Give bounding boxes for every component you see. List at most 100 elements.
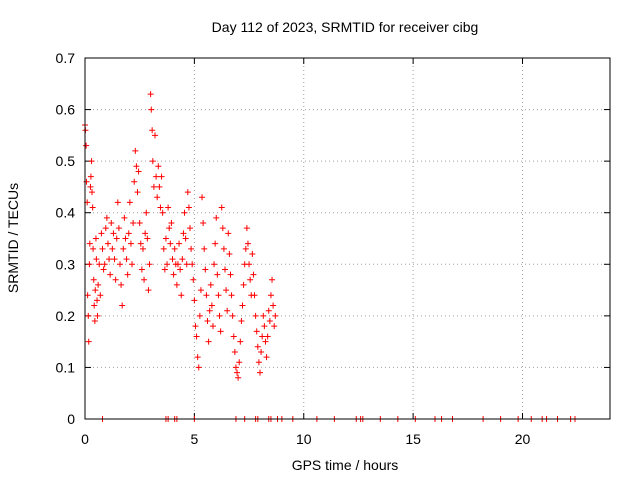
data-point xyxy=(84,292,91,299)
data-point xyxy=(239,302,246,309)
data-point xyxy=(258,348,265,355)
data-point xyxy=(130,220,137,227)
data-point xyxy=(122,235,129,242)
data-point xyxy=(127,240,134,247)
data-point xyxy=(222,266,228,273)
data-point xyxy=(91,302,98,309)
data-point xyxy=(208,302,215,309)
data-point xyxy=(202,266,209,273)
data-point xyxy=(269,276,276,283)
data-point xyxy=(213,214,220,221)
x-tick-label: 20 xyxy=(515,431,531,447)
data-point xyxy=(156,183,163,190)
data-point xyxy=(92,235,99,242)
chart-title: Day 112 of 2023, SRMTID for receiver cib… xyxy=(212,19,479,35)
data-point xyxy=(89,189,95,196)
data-point xyxy=(125,230,132,237)
data-point xyxy=(190,276,197,283)
data-point xyxy=(173,281,180,288)
data-point xyxy=(223,287,230,294)
data-point xyxy=(211,261,218,268)
data-point xyxy=(135,168,142,175)
data-point xyxy=(145,287,152,294)
data-point xyxy=(111,256,118,263)
data-point xyxy=(196,312,203,319)
data-point xyxy=(217,328,224,335)
data-point xyxy=(257,369,263,376)
y-tick-label: 0 xyxy=(67,411,75,427)
data-point xyxy=(166,225,173,232)
data-point xyxy=(227,271,234,278)
data-point xyxy=(131,178,138,185)
data-point xyxy=(139,245,146,252)
data-point xyxy=(149,127,156,134)
data-point xyxy=(180,230,187,237)
data-point xyxy=(152,132,158,139)
data-point xyxy=(85,338,92,345)
data-point xyxy=(205,338,212,345)
x-tick-label: 5 xyxy=(190,431,198,447)
data-point xyxy=(251,292,258,299)
x-tick-label: 15 xyxy=(405,431,421,447)
data-point xyxy=(176,240,183,247)
data-point xyxy=(99,245,106,252)
data-point xyxy=(244,240,251,247)
data-point xyxy=(216,312,223,319)
data-point xyxy=(203,292,210,299)
data-point xyxy=(197,287,204,294)
data-point xyxy=(195,364,202,371)
data-point xyxy=(120,245,127,252)
data-point xyxy=(199,194,206,201)
data-point xyxy=(228,292,235,299)
data-point xyxy=(255,359,262,366)
data-point xyxy=(229,312,236,319)
data-point xyxy=(231,348,238,355)
data-point xyxy=(246,261,253,268)
data-point xyxy=(115,225,122,232)
data-point xyxy=(162,235,169,242)
data-point xyxy=(136,220,143,227)
data-points xyxy=(82,91,578,422)
data-point xyxy=(159,209,166,216)
tick-labels: 0 0.1 0.2 0.3 0.4 0.5 0.6 0.7 0 5 10 15 20 xyxy=(56,50,531,447)
data-point xyxy=(141,276,148,283)
data-point xyxy=(192,323,199,330)
data-point xyxy=(262,338,269,345)
data-point xyxy=(133,163,140,170)
data-point xyxy=(194,354,201,361)
data-point xyxy=(106,256,113,263)
data-point xyxy=(232,364,239,371)
data-point xyxy=(98,230,105,237)
data-point xyxy=(264,333,271,340)
data-point xyxy=(132,147,139,154)
data-point xyxy=(87,173,94,180)
data-point xyxy=(165,204,172,211)
data-point xyxy=(265,307,272,314)
data-point xyxy=(104,240,111,247)
data-point xyxy=(97,292,104,299)
data-point xyxy=(237,338,244,345)
data-point xyxy=(230,333,237,340)
data-point xyxy=(252,312,259,319)
data-point xyxy=(204,318,211,325)
data-point xyxy=(226,250,233,257)
data-point xyxy=(259,333,266,340)
data-point xyxy=(168,220,175,227)
data-point xyxy=(93,256,100,263)
data-point xyxy=(164,261,171,268)
x-tick-label: 0 xyxy=(81,431,89,447)
data-point xyxy=(83,142,90,149)
data-point xyxy=(263,354,270,361)
data-point xyxy=(137,240,144,247)
data-point xyxy=(266,318,273,325)
data-point xyxy=(225,230,232,237)
data-point xyxy=(103,214,110,221)
y-tick-label: 0.1 xyxy=(56,359,76,375)
data-point xyxy=(187,225,193,232)
data-point xyxy=(117,261,123,268)
data-point xyxy=(109,245,116,252)
data-point xyxy=(94,312,101,319)
data-point xyxy=(234,369,241,376)
data-point xyxy=(143,209,150,216)
